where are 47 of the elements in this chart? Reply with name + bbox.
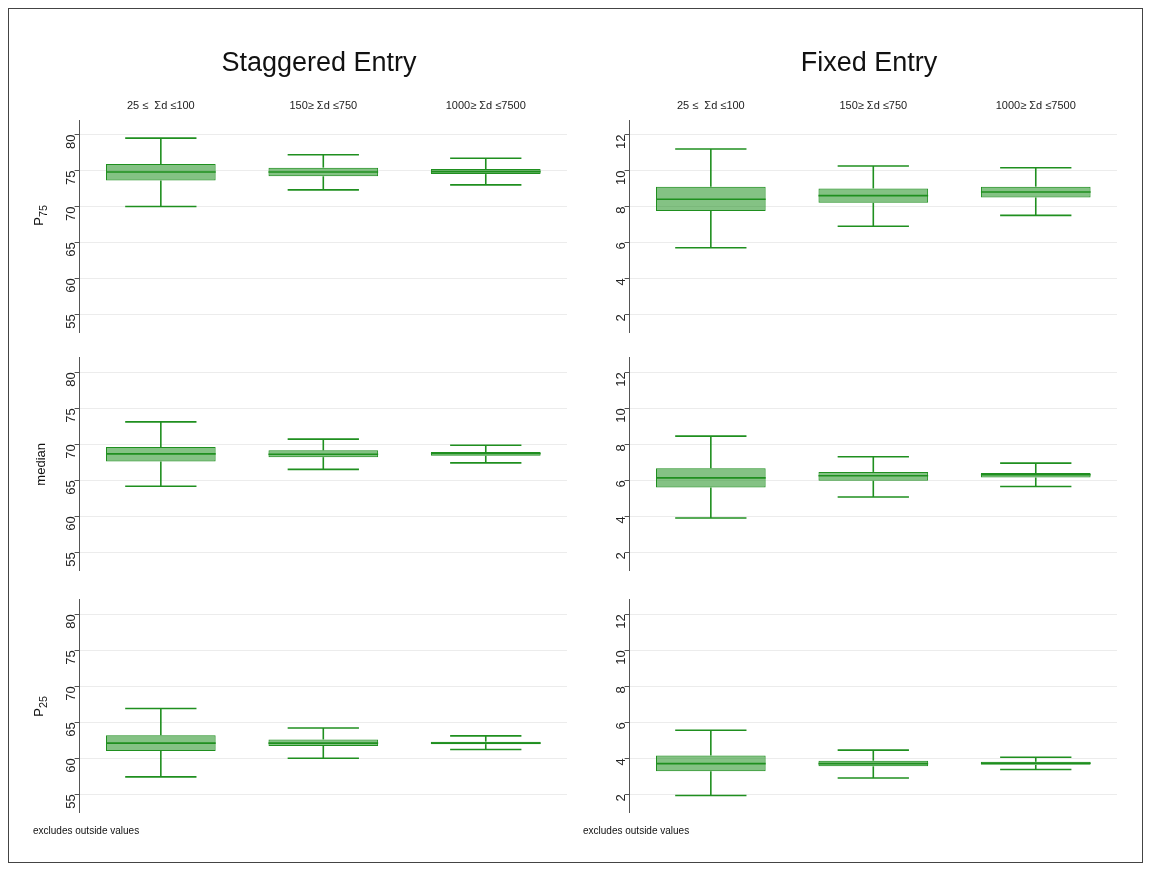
x-tick-label: 25 ≤ Σd ≤100 bbox=[126, 98, 195, 111]
text: excludes outside values bbox=[583, 825, 690, 836]
y-tick-label: 60 bbox=[63, 516, 79, 531]
y-tick-label: 12 bbox=[613, 614, 629, 629]
x-tick-label: 150≥ Σd ≤750 bbox=[839, 98, 908, 111]
y-tick-label: 10 bbox=[613, 408, 629, 423]
chart-title: Fixed Entry bbox=[799, 47, 939, 78]
y-tick-label: 75 bbox=[63, 650, 79, 665]
y-tick-label: 12 bbox=[613, 134, 629, 150]
y-tick-label: 55 bbox=[63, 314, 79, 329]
x-tick-label: 1000≥ Σd ≤7500 bbox=[445, 98, 526, 111]
y-tick-label: 12 bbox=[613, 372, 629, 387]
y-tick-label: 6 bbox=[613, 242, 629, 250]
y-tick-label: 4 bbox=[613, 516, 629, 524]
y-tick-label: 75 bbox=[63, 170, 79, 185]
y-tick-label: 6 bbox=[613, 722, 629, 730]
x-tick-label: 25 ≤ Σd ≤100 bbox=[676, 98, 745, 111]
y-tick-label: 8 bbox=[613, 686, 629, 694]
y-tick-label: 60 bbox=[63, 758, 79, 773]
y-axis-title: median bbox=[32, 442, 48, 486]
y-tick-label: 10 bbox=[613, 650, 629, 665]
y-tick-label: 8 bbox=[613, 444, 629, 452]
y-tick-label: 80 bbox=[63, 372, 79, 387]
y-tick-label: 65 bbox=[63, 722, 79, 737]
y-tick-label: 2 bbox=[613, 314, 629, 322]
y-tick-label: 70 bbox=[63, 444, 79, 459]
x-tick-label: 1000≥ Σd ≤7500 bbox=[995, 98, 1076, 111]
y-tick-label: 10 bbox=[613, 170, 629, 185]
text: excludes outside values bbox=[33, 825, 140, 836]
y-tick-label: 60 bbox=[63, 278, 79, 293]
y-tick-label: 55 bbox=[63, 552, 79, 567]
y-tick-label: 65 bbox=[63, 480, 79, 495]
y-tick-label: 4 bbox=[613, 278, 629, 286]
chart-title: Staggered Entry bbox=[220, 47, 418, 78]
y-tick-label: 75 bbox=[63, 408, 79, 423]
x-tick-label: 150≥ Σd ≤750 bbox=[289, 98, 358, 111]
y-tick-label: 4 bbox=[613, 758, 629, 766]
y-tick-label: 70 bbox=[63, 206, 79, 221]
y-tick-label: 70 bbox=[63, 686, 79, 701]
y-tick-label: 2 bbox=[613, 794, 629, 802]
y-tick-label: 6 bbox=[613, 480, 629, 488]
y-tick-label: 65 bbox=[63, 242, 79, 257]
y-tick-label: 8 bbox=[613, 206, 629, 214]
y-tick-label: 80 bbox=[63, 614, 79, 629]
y-tick-label: 55 bbox=[63, 794, 79, 809]
y-tick-label: 80 bbox=[63, 134, 79, 150]
y-tick-label: 2 bbox=[613, 552, 629, 560]
